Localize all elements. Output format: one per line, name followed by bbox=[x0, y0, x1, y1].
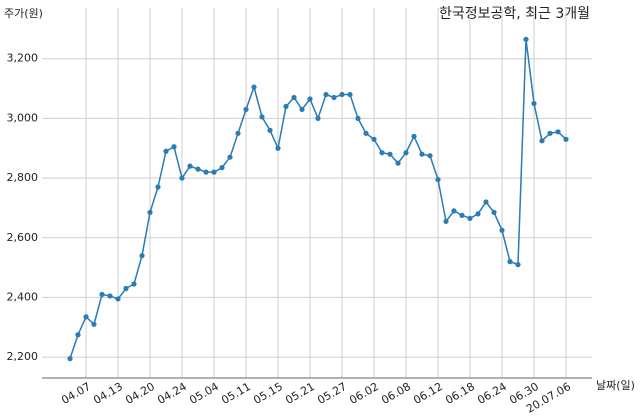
y-tick-label: 2,200 bbox=[7, 350, 39, 363]
x-tick-label: 05.15 bbox=[251, 380, 285, 407]
x-tick-label: 05.11 bbox=[219, 380, 253, 407]
point bbox=[403, 150, 409, 156]
point bbox=[227, 154, 233, 160]
y-tick-label: 2,400 bbox=[7, 290, 39, 303]
point bbox=[131, 281, 137, 287]
point bbox=[235, 130, 241, 136]
point bbox=[555, 129, 561, 135]
point bbox=[275, 145, 281, 151]
line bbox=[69, 39, 567, 359]
point bbox=[395, 160, 401, 166]
point bbox=[435, 176, 441, 183]
point bbox=[411, 133, 417, 139]
y-axis-label: 주가(원) bbox=[4, 7, 43, 20]
point bbox=[483, 199, 489, 205]
point bbox=[451, 208, 457, 214]
point bbox=[243, 106, 249, 113]
point bbox=[515, 262, 521, 268]
point bbox=[427, 153, 433, 159]
y-tick-label: 3,200 bbox=[7, 52, 39, 65]
x-tick-label: 06.08 bbox=[379, 380, 413, 407]
point bbox=[459, 212, 465, 218]
point bbox=[371, 136, 377, 142]
point bbox=[259, 114, 265, 120]
point bbox=[355, 115, 361, 122]
point bbox=[419, 151, 425, 157]
x-tick-label: 05.21 bbox=[283, 380, 317, 407]
point bbox=[499, 227, 505, 233]
point bbox=[155, 184, 161, 190]
point bbox=[251, 84, 257, 90]
point bbox=[291, 94, 297, 101]
point bbox=[83, 314, 89, 320]
point bbox=[347, 91, 353, 98]
point bbox=[339, 91, 345, 98]
point bbox=[547, 130, 553, 136]
chart-title: 한국정보공학, 최근 3개월 bbox=[439, 6, 590, 22]
x-tick-label: 04.13 bbox=[91, 380, 125, 407]
point bbox=[123, 285, 129, 292]
x-tick-label: 04.24 bbox=[155, 380, 189, 407]
point bbox=[363, 130, 369, 136]
x-tick-label: 06.24 bbox=[475, 380, 509, 407]
point bbox=[115, 296, 121, 302]
point bbox=[523, 36, 529, 42]
y-tick-label: 3,000 bbox=[7, 111, 39, 124]
x-tick-label: 06.02 bbox=[347, 380, 381, 407]
point bbox=[107, 293, 113, 299]
point bbox=[203, 169, 209, 175]
y-tick-label: 2,800 bbox=[7, 171, 39, 184]
y-tick-label: 2,600 bbox=[7, 231, 39, 244]
point bbox=[507, 259, 513, 265]
x-tick-label: 06.18 bbox=[443, 380, 477, 407]
point bbox=[491, 209, 497, 215]
x-tick-label: 04.20 bbox=[123, 380, 157, 407]
point bbox=[171, 144, 177, 150]
point bbox=[315, 115, 321, 122]
point bbox=[299, 106, 305, 113]
point bbox=[139, 253, 145, 259]
x-tick-label: 06.12 bbox=[411, 380, 445, 407]
point bbox=[267, 127, 273, 133]
point bbox=[563, 136, 569, 142]
point bbox=[387, 151, 393, 157]
x-tick-label: 05.27 bbox=[315, 380, 349, 407]
point bbox=[75, 332, 81, 338]
point bbox=[99, 291, 105, 298]
point bbox=[443, 218, 449, 224]
point bbox=[67, 356, 73, 362]
point bbox=[219, 165, 225, 171]
point bbox=[379, 150, 385, 156]
point bbox=[307, 96, 313, 102]
point bbox=[211, 169, 217, 175]
point bbox=[195, 166, 201, 172]
point bbox=[91, 321, 97, 327]
x-tick-label: 04.07 bbox=[59, 380, 93, 407]
point bbox=[187, 163, 193, 169]
x-axis-label: 날짜(일) bbox=[596, 378, 635, 392]
x-tick-label: 05.04 bbox=[187, 380, 221, 407]
point bbox=[163, 148, 169, 154]
point bbox=[179, 175, 185, 181]
point bbox=[323, 91, 329, 98]
point bbox=[467, 215, 473, 221]
point bbox=[531, 100, 537, 107]
point bbox=[475, 211, 481, 217]
point bbox=[283, 103, 289, 110]
point bbox=[147, 209, 153, 215]
point bbox=[539, 138, 545, 144]
point bbox=[331, 94, 337, 101]
